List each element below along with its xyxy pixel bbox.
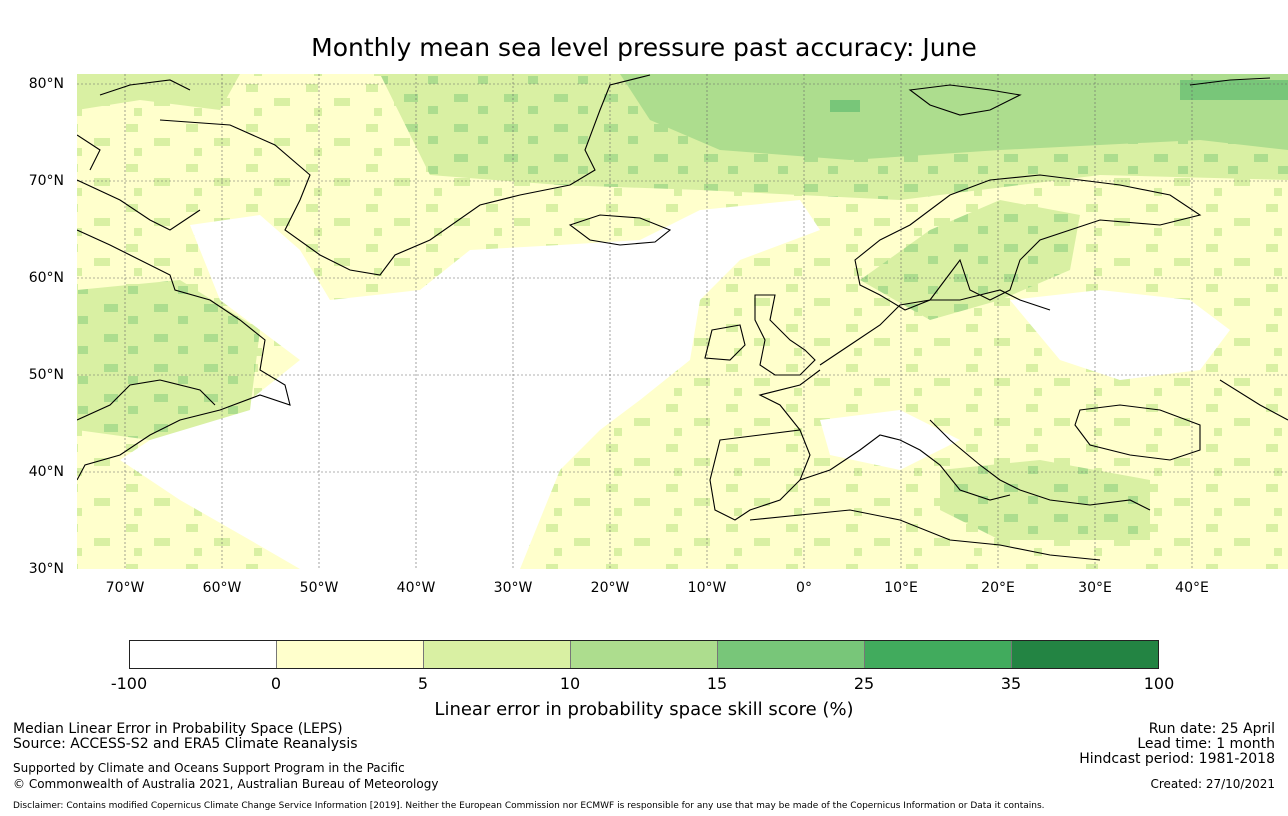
field-canada (77, 280, 260, 440)
coast-east-asia (1219, 379, 1288, 421)
footer-lead-time: Lead time: 1 month (1137, 736, 1275, 752)
coast-canada-east (77, 379, 216, 421)
lon-label-40w: 40°W (396, 580, 436, 596)
colorbar-tick: 0 (270, 674, 282, 693)
skill-score-map (77, 74, 1288, 569)
footer-hindcast: Hindcast period: 1981-2018 (1079, 751, 1275, 767)
footer-left-top: Median Linear Error in Probability Space… (13, 722, 358, 752)
lon-label-20e: 20°E (981, 580, 1015, 596)
coast-greenland (159, 74, 651, 276)
lon-label-30e: 30°E (1078, 580, 1112, 596)
coast-gulf (77, 79, 191, 171)
colorbar-label: Linear error in probability space skill … (434, 699, 854, 720)
colorbar-tick: 10 (559, 674, 581, 693)
footer-right-top: Run date: 25 April Lead time: 1 month Hi… (1079, 722, 1275, 767)
colorbar-tick: -100 (110, 674, 148, 693)
colorbar-tick: 15 (706, 674, 728, 693)
colorbar (129, 640, 1159, 669)
footer-left-bottom: Supported by Climate and Oceans Support … (13, 760, 438, 792)
colorbar-tick: 25 (853, 674, 875, 693)
colorbar-tick: 35 (1000, 674, 1022, 693)
field-mediterranean-east (940, 460, 1150, 540)
lat-label-30n: 30°N (28, 561, 64, 577)
colorbar-tick: 100 (1143, 674, 1175, 693)
colorbar-segment (718, 641, 865, 668)
coast-mediterranean (749, 419, 1151, 561)
colorbar-segment (1012, 641, 1158, 668)
lat-label-70n: 70°N (28, 173, 64, 189)
footer-disclaimer: Disclaimer: Contains modified Copernicus… (13, 801, 1045, 811)
field-negative-atlantic (120, 200, 820, 569)
lon-label-40e: 40°E (1175, 580, 1209, 596)
lon-label-70w: 70°W (105, 580, 145, 596)
footer-run-date: Run date: 25 April (1148, 721, 1275, 737)
coastlines (77, 74, 1288, 561)
footer-support: Supported by Climate and Oceans Support … (13, 761, 405, 775)
colorbar-segment (571, 641, 718, 668)
colorbar-segment (277, 641, 424, 668)
map-title: Monthly mean sea level pressure past acc… (311, 33, 977, 62)
coast-iceland (568, 214, 672, 246)
colorbar-tick: 5 (417, 674, 429, 693)
colorbar-segment (424, 641, 571, 668)
lon-label-10w: 10°W (687, 580, 727, 596)
coast-ireland (704, 324, 746, 361)
field-arctic-strong (620, 74, 1288, 160)
coast-canada (77, 179, 291, 481)
footer-copyright: © Commonwealth of Australia 2021, Austra… (13, 777, 439, 791)
lon-label-0: 0° (796, 580, 812, 596)
coast-svalbard (908, 77, 1271, 116)
lon-label-20w: 20°W (590, 580, 630, 596)
footer-method: Median Linear Error in Probability Space… (13, 721, 343, 737)
lon-label-60w: 60°W (202, 580, 242, 596)
footer-source: Source: ACCESS-S2 and ERA5 Climate Reana… (13, 736, 358, 752)
field-negative-europe (1010, 290, 1230, 380)
coast-britain (754, 294, 816, 376)
lon-label-10e: 10°E (884, 580, 918, 596)
colorbar-segment (865, 641, 1012, 668)
lat-label-60n: 60°N (28, 270, 64, 286)
colorbar-segment (130, 641, 277, 668)
lat-label-80n: 80°N (28, 76, 64, 92)
field-scandinavia (860, 200, 1080, 320)
coast-scandinavia (854, 174, 1202, 311)
field-greenland-north (77, 74, 240, 110)
lat-label-50n: 50°N (28, 367, 64, 383)
footer-created: Created: 27/10/2021 (1150, 777, 1275, 791)
lon-label-50w: 50°W (299, 580, 339, 596)
coast-black-sea (1074, 404, 1201, 461)
lon-label-30w: 30°W (493, 580, 533, 596)
coast-iberia (709, 429, 811, 521)
lat-label-40n: 40°N (28, 464, 64, 480)
field-negative-south (820, 410, 960, 470)
